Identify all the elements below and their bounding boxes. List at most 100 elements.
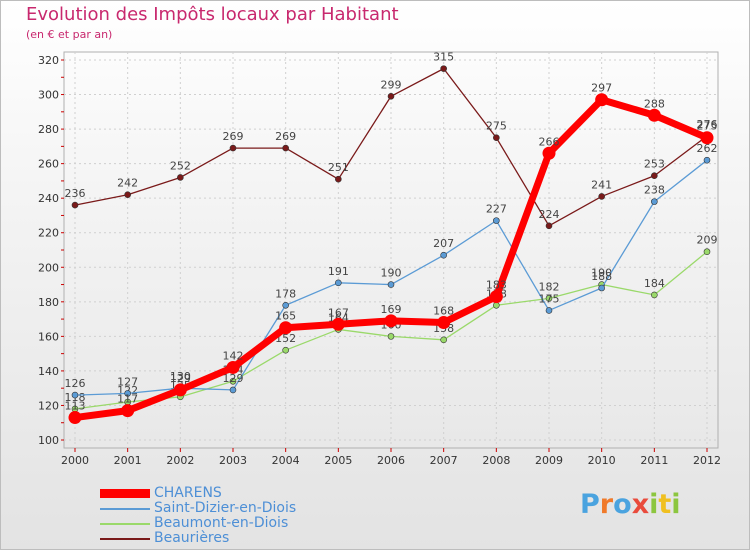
- data-label: 188: [591, 270, 612, 283]
- y-tick-label: 280: [38, 123, 59, 136]
- data-point: [703, 248, 711, 256]
- data-label: 184: [644, 277, 665, 290]
- y-tick-label: 120: [38, 399, 59, 412]
- data-label: 117: [117, 393, 138, 406]
- data-point: [598, 193, 605, 200]
- x-tick-label: 2012: [693, 454, 721, 467]
- data-label: 129: [223, 372, 244, 385]
- data-label: 315: [433, 51, 454, 64]
- data-point: [229, 144, 237, 152]
- chart-subtitle: (en € et par an): [26, 28, 113, 41]
- data-label: 227: [486, 203, 507, 216]
- data-point: [703, 156, 711, 164]
- data-point: [335, 175, 342, 183]
- data-point: [440, 65, 447, 72]
- data-point: [545, 307, 553, 314]
- x-tick-label: 2005: [324, 454, 352, 467]
- data-label: 169: [381, 303, 402, 316]
- data-point: [71, 391, 79, 399]
- data-point: [595, 93, 609, 107]
- y-tick-label: 140: [38, 365, 59, 378]
- legend-label: Beaumont-en-Diois: [154, 515, 289, 531]
- data-point: [282, 346, 289, 354]
- data-label: 238: [644, 184, 665, 197]
- data-label: 182: [539, 280, 560, 293]
- data-point: [493, 301, 500, 309]
- data-label: 236: [65, 187, 86, 200]
- y-tick-label: 200: [38, 261, 59, 274]
- x-tick-label: 2009: [535, 454, 563, 467]
- x-tick-label: 2008: [482, 454, 510, 467]
- data-point: [700, 131, 714, 145]
- data-label: 175: [539, 292, 560, 305]
- data-label: 127: [117, 375, 138, 388]
- data-point: [387, 333, 395, 340]
- data-label: 167: [328, 306, 349, 319]
- x-tick-label: 2003: [219, 454, 247, 467]
- proxiti-logo: Proxiti: [580, 489, 681, 520]
- data-point: [545, 222, 553, 230]
- data-point: [651, 291, 658, 299]
- data-point: [279, 321, 293, 335]
- data-label: 168: [433, 305, 454, 318]
- y-tick-label: 160: [38, 330, 59, 343]
- y-tick-label: 260: [38, 158, 59, 171]
- data-label: 207: [433, 237, 454, 250]
- data-point: [335, 279, 342, 287]
- data-point: [384, 314, 398, 328]
- data-label: 190: [591, 267, 612, 280]
- logo-letter: o: [613, 489, 632, 520]
- data-label: 242: [117, 177, 138, 190]
- data-point: [542, 146, 556, 160]
- data-point: [647, 108, 661, 122]
- legend-swatch-charens: [100, 489, 150, 498]
- x-tick-label: 2007: [430, 454, 458, 467]
- data-label: 275: [697, 120, 718, 133]
- x-tick-label: 2010: [588, 454, 616, 467]
- data-point: [651, 198, 658, 205]
- x-tick-label: 2000: [61, 454, 89, 467]
- data-point: [387, 92, 395, 100]
- data-point: [489, 290, 503, 304]
- data-label: 252: [170, 159, 191, 172]
- data-label: 178: [275, 287, 296, 300]
- logo-letter: i: [671, 489, 681, 520]
- data-label: 130: [170, 370, 191, 383]
- y-tick-label: 240: [38, 192, 59, 205]
- data-point: [177, 174, 184, 181]
- data-label: 142: [223, 349, 244, 362]
- data-label: 191: [328, 265, 349, 278]
- legend-label: Saint-Dizier-en-Diois: [154, 500, 297, 516]
- data-point: [387, 281, 395, 288]
- data-point: [331, 317, 345, 331]
- data-label: 288: [644, 97, 665, 110]
- legend-label: CHARENS: [154, 485, 222, 501]
- data-point: [124, 390, 131, 397]
- data-label: 129: [170, 372, 191, 385]
- data-label: 266: [539, 135, 560, 148]
- data-label: 113: [65, 400, 86, 413]
- data-label: 269: [275, 130, 296, 143]
- x-tick-label: 2006: [377, 454, 405, 467]
- data-label: 209: [697, 234, 718, 247]
- logo-letter: i: [649, 489, 659, 520]
- legend-swatch-beaumont: [100, 523, 150, 525]
- data-point: [282, 144, 289, 152]
- data-label: 224: [539, 208, 560, 221]
- y-tick-label: 220: [38, 227, 59, 240]
- data-point: [598, 284, 605, 292]
- data-label: 275: [486, 120, 507, 133]
- data-point: [124, 191, 131, 199]
- logo-letter: x: [631, 489, 650, 520]
- data-label: 269: [223, 130, 244, 143]
- data-point: [71, 201, 79, 209]
- legend-label: Beaurières: [154, 530, 230, 546]
- data-point: [229, 386, 237, 394]
- data-point: [440, 251, 447, 259]
- legend-swatch-beaurieres: [100, 538, 150, 540]
- legend-swatch-saint-dizier: [100, 508, 150, 510]
- data-point: [121, 404, 135, 418]
- x-tick-label: 2004: [272, 454, 300, 467]
